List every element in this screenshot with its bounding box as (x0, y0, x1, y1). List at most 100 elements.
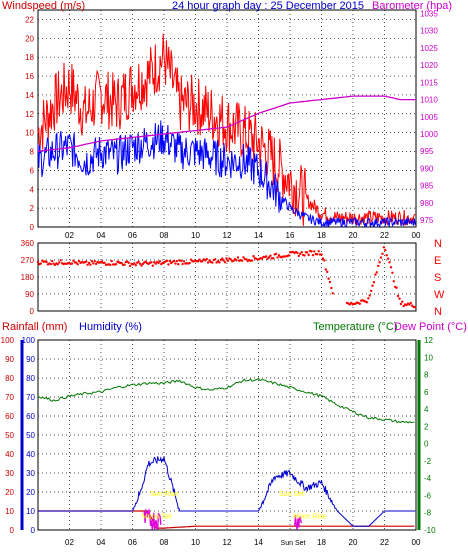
direction-point (110, 259, 113, 263)
dewpoint-line (143, 508, 162, 531)
direction-point (172, 259, 176, 263)
direction-point (260, 257, 264, 260)
rain-y-tick-label: 30 (5, 469, 14, 478)
temp-y-tick-label: 2 (424, 422, 429, 431)
direction-point (77, 259, 81, 263)
dir-y-tick-label: 360 (21, 239, 35, 248)
barometer-line (37, 95, 416, 152)
dir-y-tick-label: 0 (30, 307, 35, 316)
humidity-y-tick-label: 50 (26, 431, 35, 440)
direction-point (86, 263, 89, 266)
humidity-y-tick-label: 10 (26, 507, 35, 516)
direction-point (151, 264, 154, 267)
temp-y-tick-label: 12 (424, 336, 433, 345)
direction-point (369, 289, 373, 293)
direction-point (331, 292, 334, 295)
direction-point (218, 261, 221, 264)
direction-point (313, 250, 316, 253)
temperature-line (37, 377, 415, 424)
barometer-tick-label: 1005 (420, 113, 438, 122)
direction-point (232, 259, 235, 262)
dir-compass-label: N (434, 306, 442, 318)
low-x-tick-label: 20 (349, 538, 358, 547)
direction-point (368, 294, 371, 297)
direction-point (382, 246, 386, 249)
wind-y-tick-label: 10 (25, 129, 34, 138)
direction-point (128, 264, 132, 268)
wind-x-tick-label: 00 (412, 231, 421, 240)
direction-point (399, 302, 403, 306)
direction-point (324, 268, 327, 271)
low-x-tick-label: 22 (380, 538, 389, 547)
dir-compass-label: S (434, 272, 441, 284)
dir-y-tick-label: 90 (25, 290, 34, 299)
barometer-tick-label: 995 (420, 147, 434, 156)
wind-x-tick-label: 16 (286, 231, 295, 240)
direction-point (138, 262, 142, 265)
direction-point (389, 266, 393, 269)
direction-point (134, 264, 137, 267)
direction-point (225, 257, 228, 260)
direction-point (296, 251, 299, 255)
direction-point (326, 270, 329, 273)
wind-x-tick-label: 06 (128, 231, 137, 240)
direction-point (154, 262, 157, 265)
temp-y-tick-label: -4 (424, 474, 432, 483)
rain-title: Rainfall (mm) (2, 321, 67, 333)
direction-point (144, 260, 147, 263)
direction-point (379, 256, 383, 259)
direction-point (409, 301, 412, 305)
direction-point (297, 254, 300, 258)
temp-y-tick-label: -8 (424, 509, 432, 518)
direction-point (133, 262, 136, 265)
wind-x-tick-label: 18 (317, 231, 326, 240)
barometer-tick-label: 975 (420, 216, 434, 225)
humidity-y-tick-label: 40 (26, 450, 35, 459)
direction-point (316, 253, 319, 256)
humidity-y-tick-label: 0 (31, 526, 36, 535)
rain-y-tick-label: 10 (5, 507, 14, 516)
dir-compass-label: W (434, 289, 445, 301)
direction-point (114, 263, 118, 266)
direction-point (49, 262, 52, 266)
direction-point (235, 259, 238, 262)
humidity-y-tick-label: 20 (26, 488, 35, 497)
direction-point (70, 262, 74, 265)
direction-point (401, 300, 404, 303)
humidity-line (38, 456, 416, 527)
barometer-tick-label: 1035 (420, 9, 438, 18)
direction-point (56, 263, 59, 266)
direction-point (245, 258, 248, 261)
dir-y-tick-label: 180 (21, 273, 35, 282)
direction-point (287, 254, 291, 257)
sun-moon-annotation: Moon Set (142, 514, 172, 521)
direction-point (92, 262, 95, 265)
direction-point (320, 253, 323, 256)
direction-point (240, 259, 244, 262)
direction-point (381, 252, 384, 255)
direction-point (310, 250, 313, 253)
barometer-tick-label: 980 (420, 199, 434, 208)
direction-point (93, 260, 96, 263)
barometer-tick-label: 1000 (420, 130, 438, 139)
wind-title: Windspeed (m/s) (2, 0, 85, 12)
wind-y-tick-label: 0 (30, 223, 35, 232)
direction-point (90, 260, 94, 263)
rain-y-tick-label: 80 (5, 374, 14, 383)
temp-y-tick-label: 4 (424, 405, 429, 414)
barometer-tick-label: 1010 (420, 96, 438, 105)
direction-point (94, 262, 98, 266)
temp-y-tick-label: 8 (424, 371, 429, 380)
direction-point (72, 259, 75, 262)
direction-point (120, 261, 123, 265)
dir-compass-label: N (434, 238, 442, 250)
wind-x-tick-label: 12 (223, 231, 232, 240)
direction-point (167, 263, 170, 266)
low-x-tick-label: 14 (254, 538, 263, 547)
direction-point (109, 263, 112, 267)
direction-point (211, 261, 214, 264)
low-x-tick-label: 06 (128, 538, 137, 547)
barometer-title: Barometer (hpa) (372, 0, 452, 12)
direction-point (153, 261, 156, 264)
